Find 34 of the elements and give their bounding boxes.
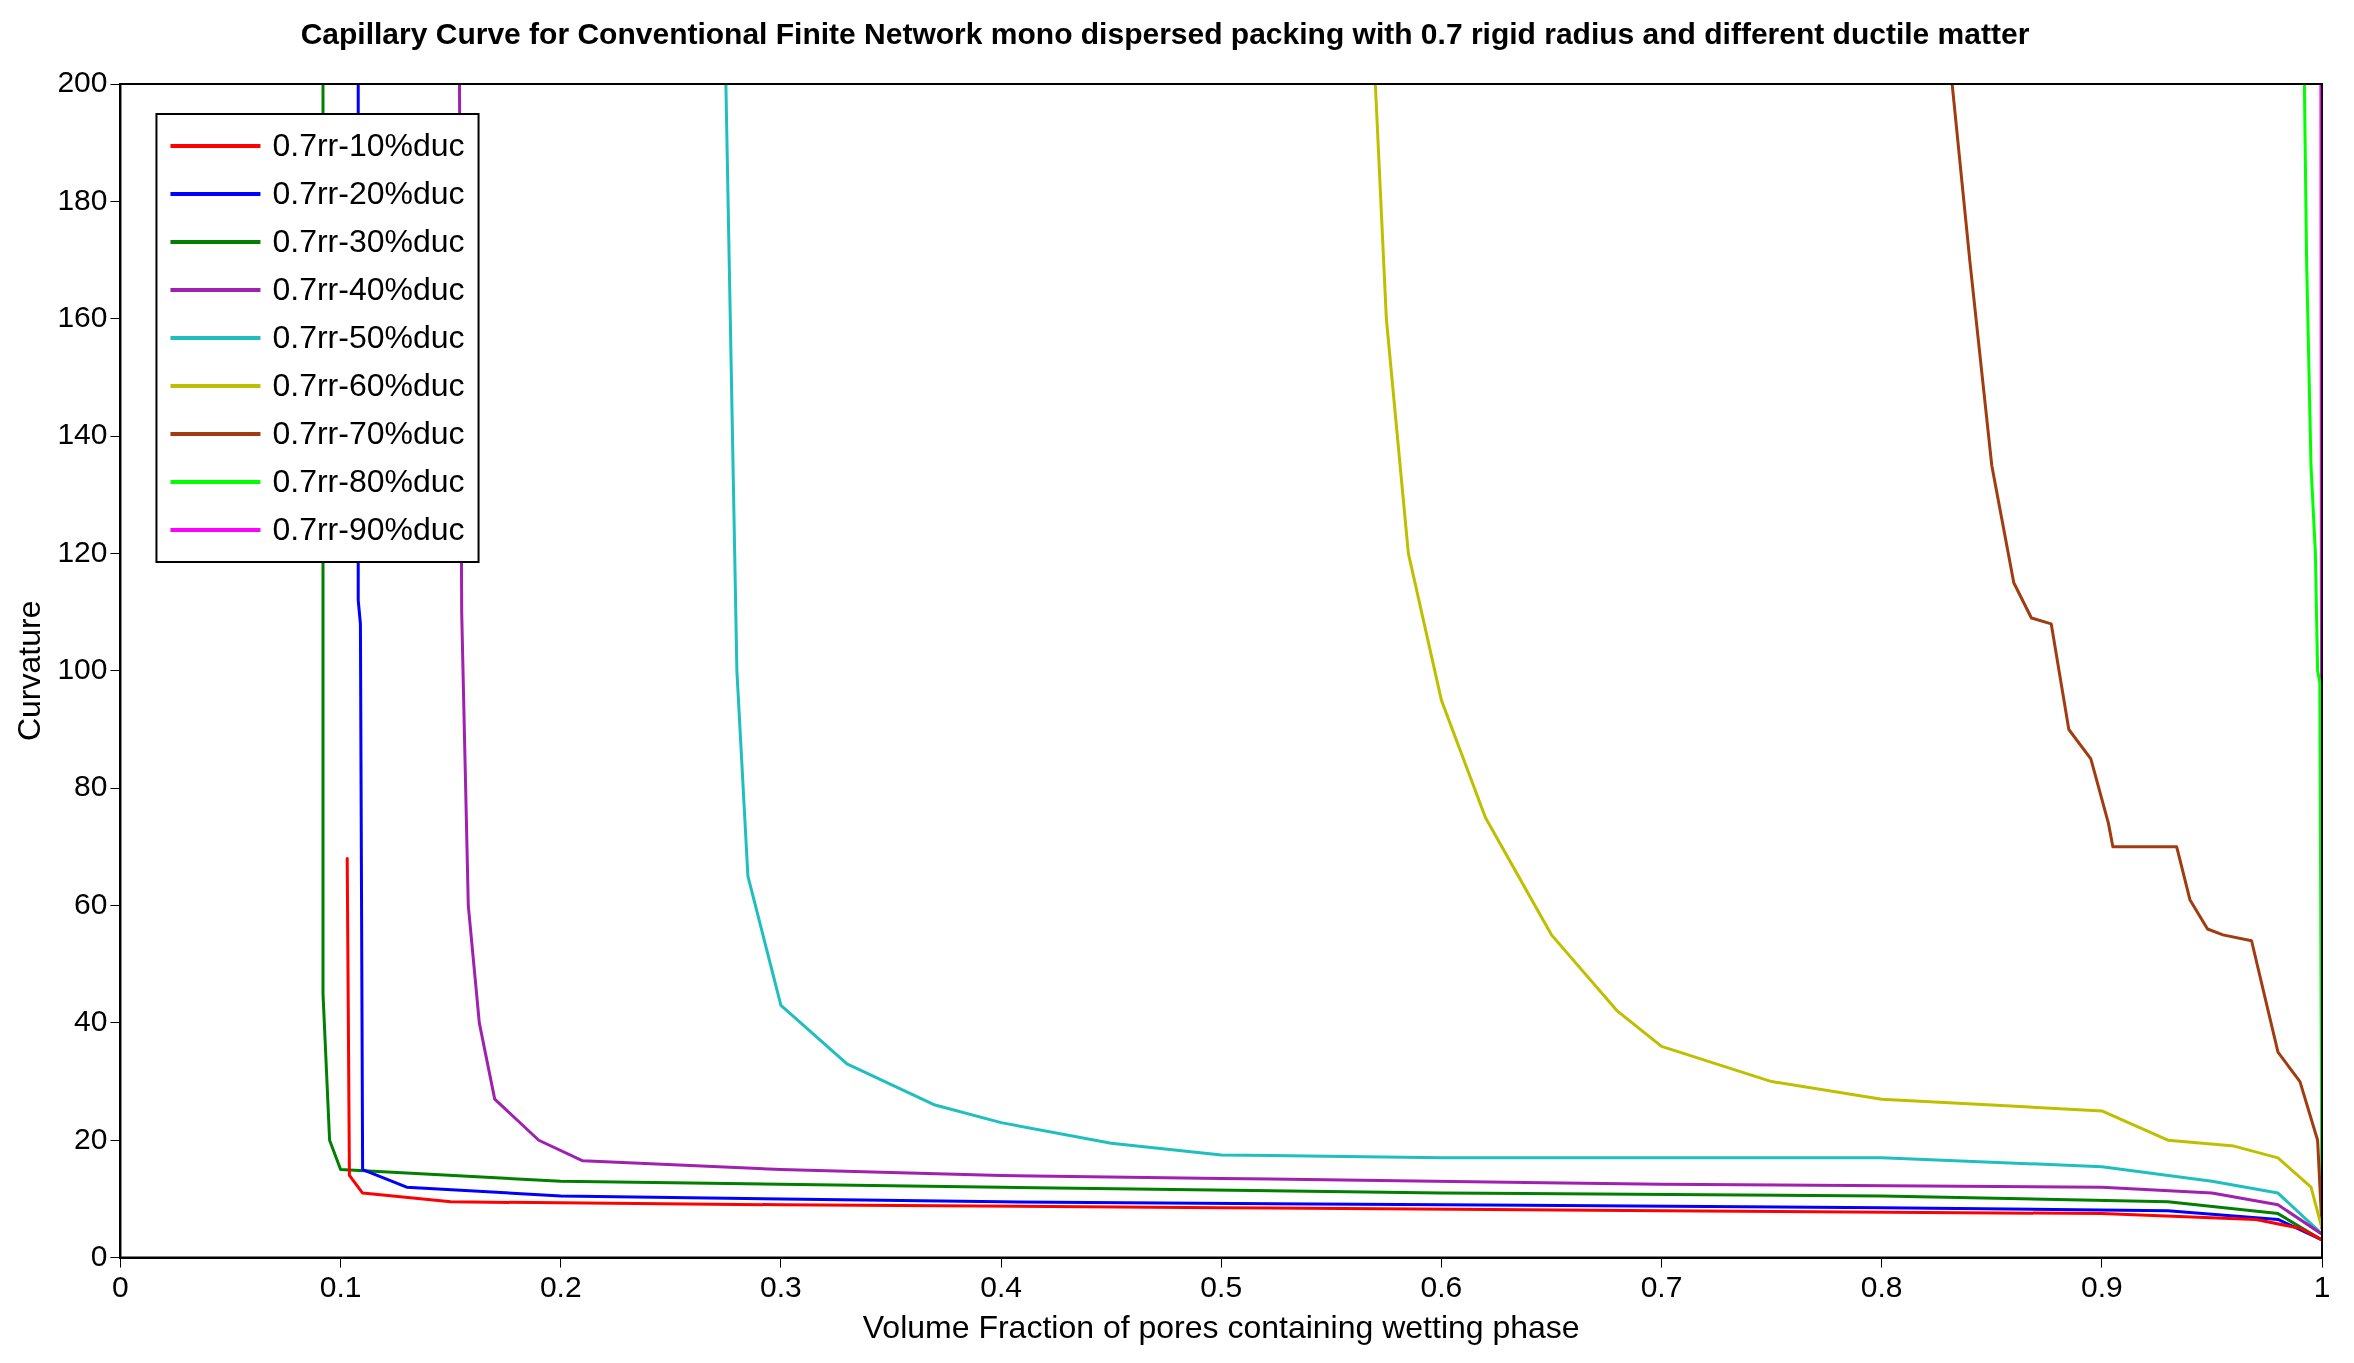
legend-label: 0.7rr-10%duc — [272, 126, 465, 163]
legend-label: 0.7rr-20%duc — [272, 174, 465, 211]
legend-label: 0.7rr-40%duc — [272, 270, 465, 307]
x-tick-label: 0.1 — [319, 1269, 362, 1303]
x-tick-label: 0.8 — [1860, 1269, 1903, 1303]
y-tick-label: 200 — [57, 65, 108, 99]
x-tick-label: 0.3 — [760, 1269, 802, 1303]
x-tick-label: 0.2 — [539, 1269, 582, 1303]
y-tick-label: 120 — [57, 534, 108, 568]
chart-title: Capillary Curve for Conventional Finite Network mono dispersed packing with 0.7 rigid radius and different ductile matter — [300, 17, 2030, 51]
y-tick-label: 100 — [57, 652, 108, 686]
y-tick-label: 140 — [57, 417, 108, 451]
y-tick-label: 20 — [74, 1121, 108, 1155]
y-tick-label: 180 — [57, 182, 108, 216]
legend-label: 0.7rr-60%duc — [272, 366, 465, 403]
x-tick-label: 0.7 — [1640, 1269, 1683, 1303]
x-tick-label: 1 — [2313, 1269, 2331, 1303]
legend-label: 0.7rr-70%duc — [272, 414, 465, 451]
y-tick-label: 160 — [57, 299, 108, 333]
y-tick-label: 0 — [90, 1238, 108, 1272]
x-axis-title: Volume Fraction of pores containing wetting phase — [862, 1308, 1580, 1345]
legend-label: 0.7rr-50%duc — [272, 318, 465, 355]
legend-label: 0.7rr-80%duc — [272, 462, 465, 499]
x-tick-label: 0.9 — [2080, 1269, 2123, 1303]
legend-label: 0.7rr-30%duc — [272, 222, 465, 259]
legend-label: 0.7rr-90%duc — [272, 510, 465, 547]
y-axis-title: Curvature — [11, 600, 48, 742]
y-tick-label: 80 — [74, 769, 108, 803]
y-tick-label: 40 — [74, 1004, 108, 1038]
x-tick-label: 0.5 — [1200, 1269, 1243, 1303]
x-tick-label: 0.4 — [980, 1269, 1022, 1303]
x-tick-label: 0.6 — [1420, 1269, 1463, 1303]
x-tick-label: 0 — [112, 1269, 129, 1303]
y-tick-label: 60 — [74, 886, 108, 920]
